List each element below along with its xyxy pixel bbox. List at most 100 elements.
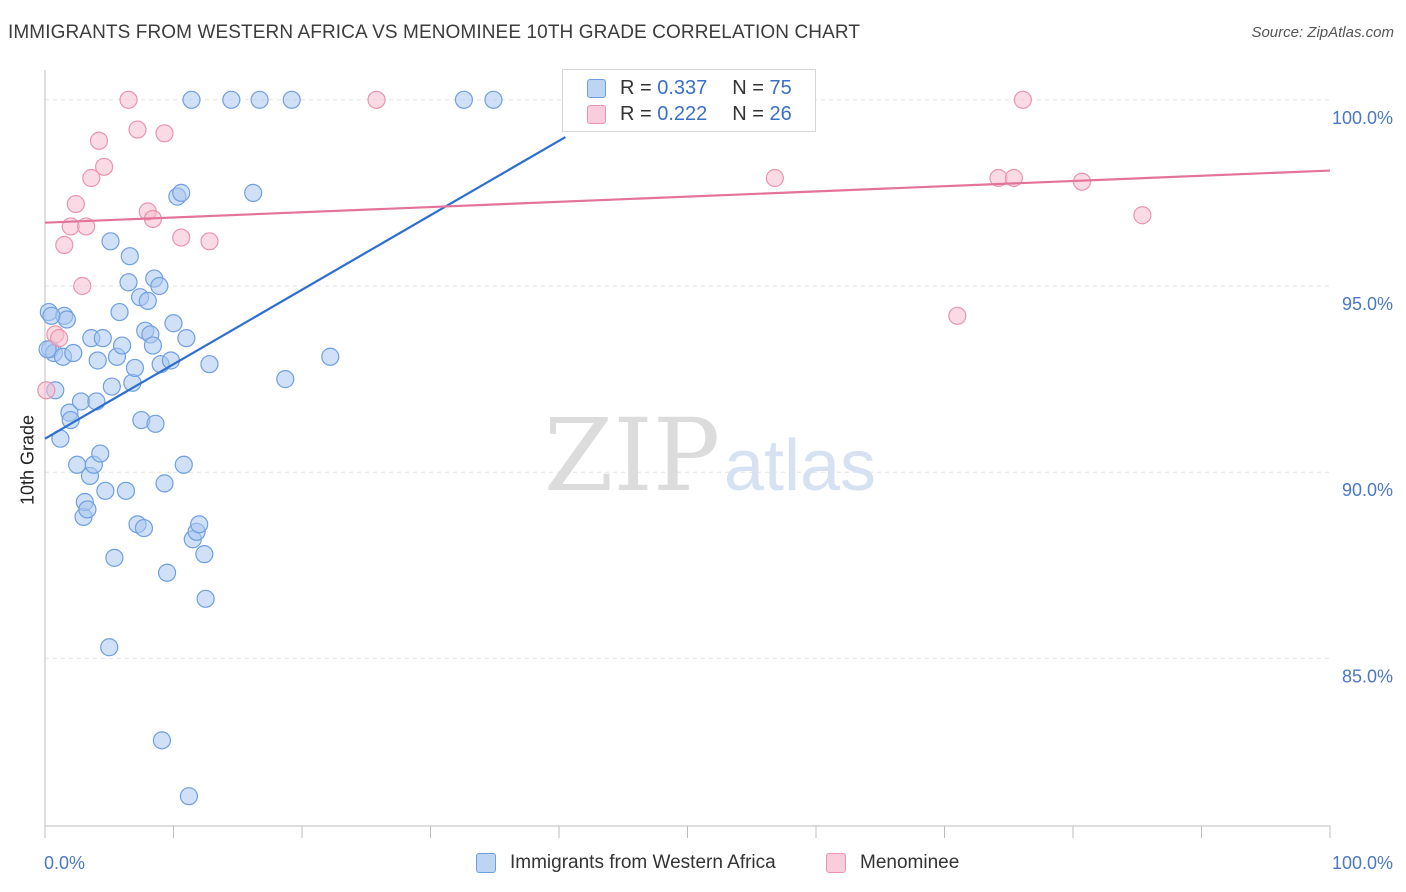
data-point [174,455,193,474]
data-point [57,310,76,329]
data-point [195,545,214,564]
data-point [250,90,269,109]
data-point [244,183,263,202]
x-tick-label: 100.0% [1332,853,1393,873]
y-tick-label: 95.0% [1342,294,1393,314]
n-value: 26 [769,102,792,125]
data-point [1013,90,1032,109]
data-point [282,90,301,109]
data-point [116,481,136,500]
data-point [73,276,92,296]
data-point [222,90,241,109]
data-point [37,381,56,400]
data-point [146,414,165,433]
data-point [125,358,145,378]
data-point [71,392,91,411]
series-legend: Immigrants from Western Africa Menominee [0,852,1406,878]
data-point [66,194,85,214]
r-value: 0.222 [657,102,708,125]
data-point [93,329,112,348]
n-label: N = [732,102,770,125]
r-value: 0.337 [657,76,708,99]
data-point [484,90,503,109]
data-point [119,90,138,109]
data-point [91,444,110,463]
data-point [157,563,177,582]
data-point [87,392,106,411]
data-point [134,518,154,538]
data-point [196,589,215,608]
stats-swatch-menominee [587,104,606,124]
series-layer [37,90,1331,806]
data-point [42,306,61,325]
data-point [200,355,219,374]
data-point [765,168,784,188]
n-label: N = [732,76,770,99]
data-point [143,336,163,355]
data-point [155,124,174,143]
axes [44,70,1331,838]
stats-legend: R = 0.337 N = 75 R = 0.222 N = 26 [562,69,816,132]
data-point [172,183,191,202]
data-point [120,247,139,266]
legend-label-western-africa: Immigrants from Western Africa [510,852,776,873]
trend-line-western-africa [44,136,566,440]
data-point [155,474,174,493]
data-point [88,351,107,370]
series-western-africa [38,90,503,806]
data-point [200,232,219,251]
legend-swatch-menominee [826,853,846,873]
data-point [138,291,157,310]
stats-row-western-africa: R = 0.337 N = 75 [587,75,792,101]
data-point [50,329,69,348]
data-point [454,90,474,109]
data-point [89,131,109,150]
trend-line-menominee [44,169,1331,224]
data-point [150,276,169,296]
legend-item-western-africa: Immigrants from Western Africa [476,852,776,874]
n-value: 75 [769,76,792,99]
data-point [128,120,147,139]
legend-swatch-western-africa [476,853,496,873]
data-point [96,481,115,500]
data-point [78,500,97,519]
gridlines [45,99,1330,659]
data-point [119,273,138,292]
data-point [172,228,191,247]
data-point [1133,206,1152,225]
data-point [105,548,124,567]
data-point [321,347,340,366]
legend-label-menominee: Menominee [860,852,960,873]
tick-labels: 100.0% 95.0% 90.0% 85.0% 0.0% 100.0% [44,108,1393,873]
y-tick-label: 100.0% [1332,108,1393,128]
data-point [112,336,132,355]
chart-title: IMMIGRANTS FROM WESTERN AFRICA VS MENOMI… [8,22,861,43]
data-point [64,343,83,363]
data-point [95,157,114,176]
data-point [276,370,295,389]
series-menominee [37,90,1152,400]
data-point [102,377,121,396]
stats-swatch-western-africa [587,78,606,98]
data-point [164,314,183,333]
data-point [55,235,74,255]
x-tick-label: 0.0% [44,853,85,873]
data-point [367,90,386,109]
data-point [177,329,196,348]
watermark-atlas: atlas [724,426,876,506]
data-point [101,232,120,251]
legend-item-menominee: Menominee [826,852,959,874]
data-point [948,306,967,325]
y-tick-label: 90.0% [1342,480,1393,500]
data-point [190,515,209,534]
data-point [152,731,172,750]
data-point [82,168,101,188]
r-label: R = [620,102,658,125]
r-label: R = [620,76,658,99]
data-point [182,90,201,109]
data-point [179,787,199,806]
data-point [110,302,129,322]
watermark-zip: ZIP [544,397,720,514]
data-point [100,638,119,657]
